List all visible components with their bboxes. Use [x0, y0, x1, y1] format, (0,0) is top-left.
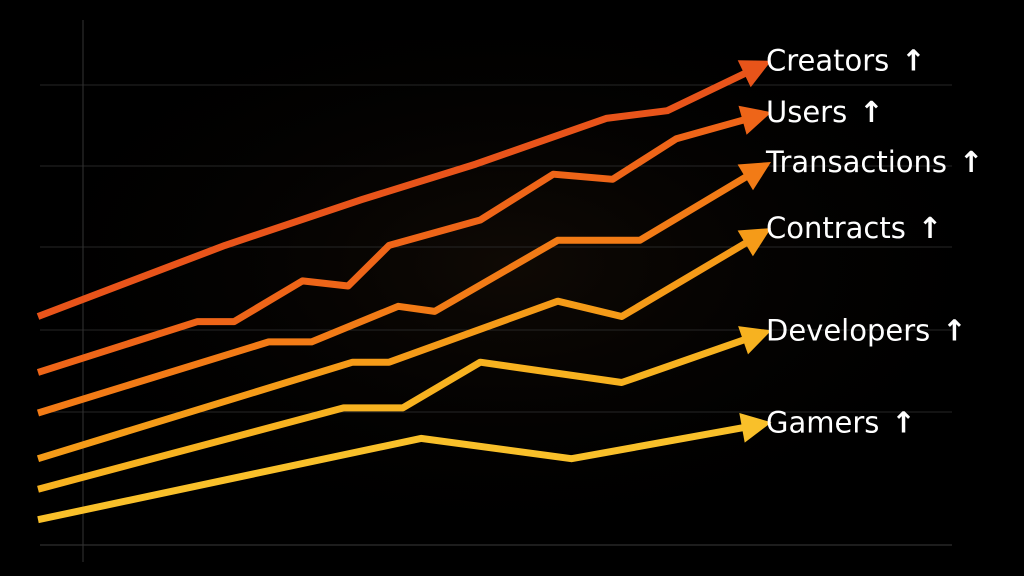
up-arrow-icon: ↑: [959, 145, 983, 179]
series-arrowhead-gamers: [739, 413, 772, 443]
up-arrow-icon: ↑: [942, 313, 966, 347]
legend-label-transactions: Transactions: [765, 145, 947, 179]
series-line-developers: [37, 334, 752, 493]
legend-label-gamers: Gamers: [766, 405, 879, 439]
series-arrowhead-users: [738, 105, 772, 135]
legend-labels: Creators ↑ Users ↑ Transactions ↑ Contracts ↑ De…: [765, 44, 983, 440]
series-arrowhead-transactions: [737, 162, 771, 191]
series-line-gamers: [37, 422, 751, 524]
up-arrow-icon: ↑: [891, 405, 915, 439]
up-arrow-icon: ↑: [901, 44, 925, 78]
legend-label-creators: Creators: [766, 44, 889, 78]
series-line-transactions: [36, 170, 754, 417]
legend-label-developers: Developers: [766, 313, 930, 347]
up-arrow-icon: ↑: [918, 211, 942, 245]
up-arrow-icon: ↑: [859, 95, 883, 129]
series-arrowhead-contracts: [737, 228, 771, 257]
series-line-contracts: [36, 236, 754, 463]
series-arrowhead-creators: [737, 60, 772, 88]
legend-label-contracts: Contracts: [766, 211, 906, 245]
series-line-users: [36, 114, 752, 376]
series-arrowhead-developers: [738, 326, 772, 355]
series-line-creators: [36, 67, 753, 320]
series-layer: [36, 60, 772, 524]
chart-glow: [60, 40, 960, 540]
legend-label-users: Users: [766, 95, 847, 129]
